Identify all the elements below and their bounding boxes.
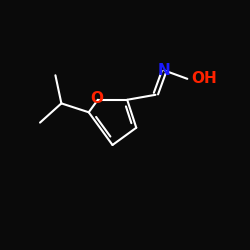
Text: OH: OH (191, 71, 217, 86)
Text: N: N (158, 63, 171, 78)
Text: O: O (90, 91, 103, 106)
